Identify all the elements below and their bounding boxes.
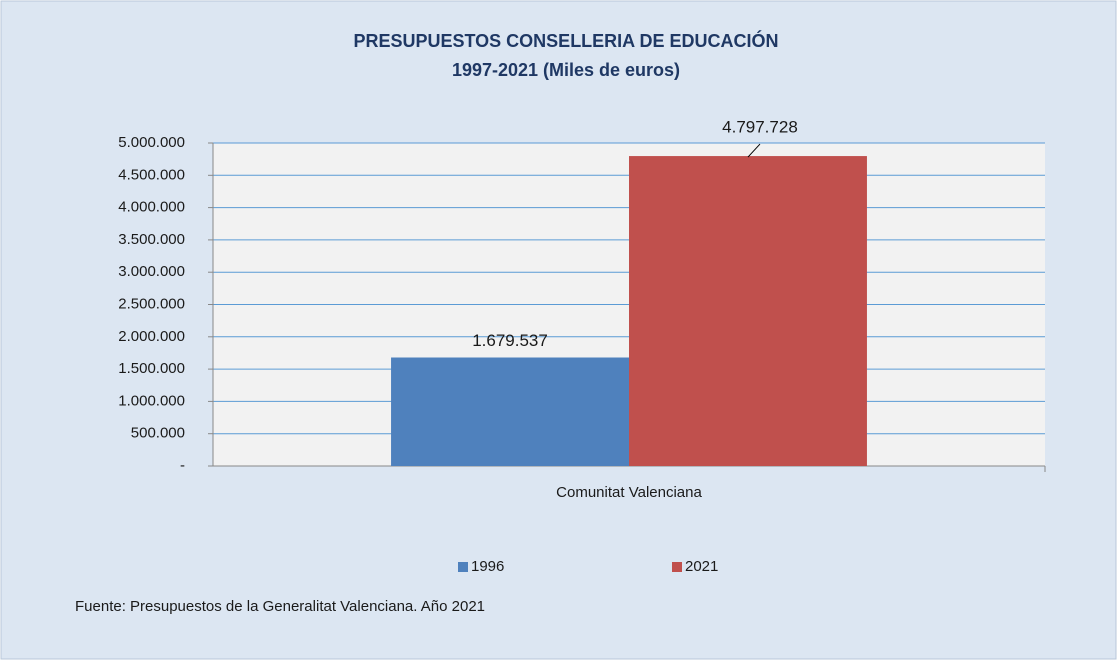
legend-label: 1996 [471,558,504,575]
x-tick-label: Comunitat Valenciana [556,484,702,501]
y-tick-label: 1.500.000 [118,360,185,377]
chart-subtitle: 1997-2021 (Miles de euros) [452,60,680,80]
legend-swatch [672,562,682,572]
data-label: 4.797.728 [722,118,798,137]
y-tick-label: 3.000.000 [118,263,185,280]
y-tick-label: 3.500.000 [118,231,185,248]
data-label: 1.679.537 [472,331,548,350]
legend-swatch [458,562,468,572]
y-tick-label: - [180,457,185,474]
y-tick-label: 5.000.000 [118,134,185,151]
leader-line [747,143,761,158]
y-tick-label: 500.000 [131,425,185,442]
y-tick-label: 1.000.000 [118,392,185,409]
bar [629,156,867,466]
chart-title: PRESUPUESTOS CONSELLERIA DE EDUCACIÓN [353,30,778,51]
y-tick-label: 4.500.000 [118,166,185,183]
y-tick-label: 4.000.000 [118,199,185,216]
legend-label: 2021 [685,558,718,575]
bar [391,357,629,466]
y-tick-label: 2.000.000 [118,328,185,345]
y-tick-label: 2.500.000 [118,295,185,312]
source-note: Fuente: Presupuestos de la Generalitat V… [75,598,485,615]
